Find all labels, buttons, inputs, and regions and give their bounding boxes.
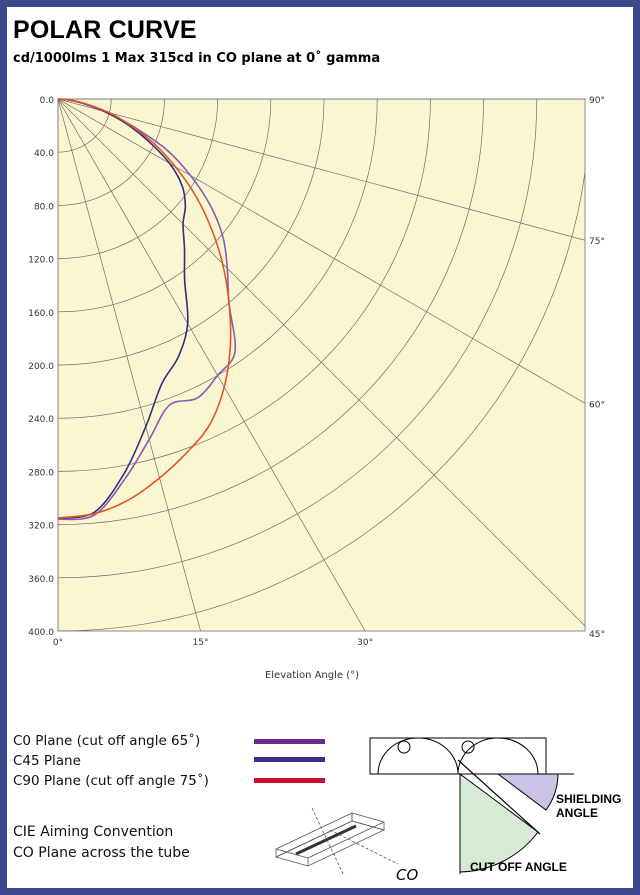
radius-tick-label: 40.0 [34,149,54,159]
note-c0-plane: CO Plane across the tube [13,845,190,861]
radius-tick-label: 280.0 [28,468,54,478]
radius-tick-label: 400.0 [28,628,54,638]
radius-tick-label: 200.0 [28,362,54,372]
angle-tick-label: 0° [53,638,63,648]
legend-swatch-c90 [254,778,325,783]
plot-background [58,99,585,631]
legend-swatch-c0 [254,739,325,744]
legend-item-c45: C45 Plane [13,753,81,769]
radius-tick-label: 160.0 [28,309,54,319]
radius-tick-label: 360.0 [28,575,54,585]
radius-tick-label: 320.0 [28,522,54,532]
radius-tick-labels: 0.0 40.0 80.0 120.0 160.0 200.0 240.0 280.0 320.… [28,96,54,638]
radius-tick-label: 80.0 [34,202,54,212]
x-axis-label: Elevation Angle (°) [265,670,359,681]
legend-item-c90: C90 Plane (cut off angle 75˚) [13,773,209,789]
note-cie-convention: CIE Aiming Convention [13,824,173,840]
angle-tick-label: 75° [589,237,605,247]
angle-tick-label: 30° [357,638,373,648]
legend-item-c0: C0 Plane (cut off angle 65˚) [13,733,200,749]
angle-tick-label: 90° [589,96,605,106]
polar-chart: 0.0 40.0 80.0 120.0 160.0 200.0 240.0 280.0 320.… [0,0,640,700]
radius-tick-label: 0.0 [40,96,55,106]
legend-swatch-c45 [254,757,325,762]
angle-tick-label: 15° [193,638,209,648]
angle-tick-label: 60° [589,400,605,410]
radius-tick-label: 240.0 [28,415,54,425]
angle-tick-label: 45° [589,630,605,640]
radius-tick-label: 120.0 [28,256,54,266]
